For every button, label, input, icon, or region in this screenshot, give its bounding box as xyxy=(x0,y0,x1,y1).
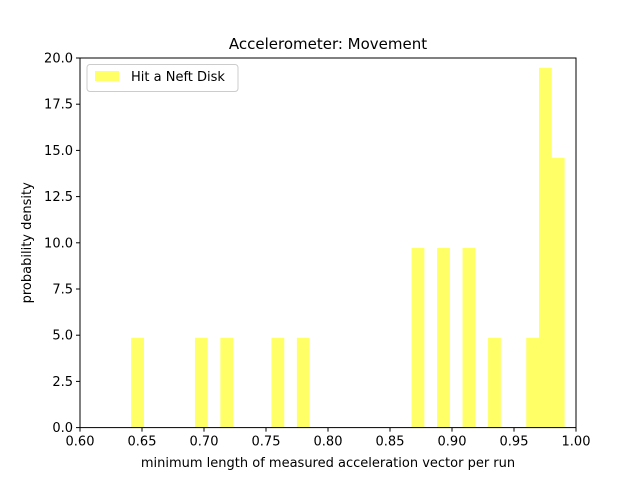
histogram-bar xyxy=(526,337,540,428)
x-axis-ticks: 0.60 0.65 0.70 0.75 0.80 0.85 0.90 0.95 1.00 xyxy=(66,427,591,450)
legend: Hit a Neft Disk xyxy=(86,64,239,92)
y-tick-label: 12.5 xyxy=(44,190,73,205)
y-axis-ticks: 0.0 2.5 5.0 7.5 10.0 12.5 15.0 17.5 20.0 xyxy=(44,52,80,436)
x-tick-label: 0.90 xyxy=(438,435,467,450)
histogram-bar xyxy=(437,247,450,428)
x-tick-label: 0.95 xyxy=(500,435,529,450)
histogram-bar xyxy=(271,337,285,428)
legend-label: Hit a Neft Disk xyxy=(131,70,225,85)
histogram-bar xyxy=(488,337,501,428)
histogram-bar xyxy=(539,67,552,428)
histogram-bar xyxy=(220,337,234,428)
x-tick-label: 0.60 xyxy=(66,435,95,450)
histogram-bar xyxy=(296,337,310,428)
histogram-bars xyxy=(131,67,565,428)
histogram-bar xyxy=(131,337,144,428)
y-tick-label: 10.0 xyxy=(44,236,73,251)
x-tick-label: 0.65 xyxy=(128,435,157,450)
y-tick-label: 2.5 xyxy=(52,375,73,390)
y-tick-label: 15.0 xyxy=(44,144,73,159)
y-tick-label: 17.5 xyxy=(44,98,73,113)
histogram-bar xyxy=(551,157,565,428)
y-tick-label: 20.0 xyxy=(44,52,73,67)
x-tick-label: 0.85 xyxy=(376,435,405,450)
plot-frame xyxy=(79,57,577,429)
legend-swatch xyxy=(95,71,119,81)
chart-title: Accelerometer: Movement xyxy=(229,35,427,53)
y-axis-label: probability density xyxy=(20,182,35,303)
x-tick-label: 0.75 xyxy=(252,435,281,450)
legend-frame xyxy=(86,64,239,92)
y-tick-label: 5.0 xyxy=(52,329,73,344)
histogram-bar xyxy=(462,247,476,428)
x-tick-label: 0.80 xyxy=(314,435,343,450)
histogram-bar xyxy=(194,337,208,428)
histogram-bar xyxy=(411,247,425,428)
y-tick-label: 7.5 xyxy=(52,283,73,298)
x-tick-label: 1.00 xyxy=(562,435,591,450)
y-tick-label: 0.0 xyxy=(52,421,73,436)
x-tick-label: 0.70 xyxy=(190,435,219,450)
x-axis-label: minimum length of measured acceleration … xyxy=(141,456,515,471)
